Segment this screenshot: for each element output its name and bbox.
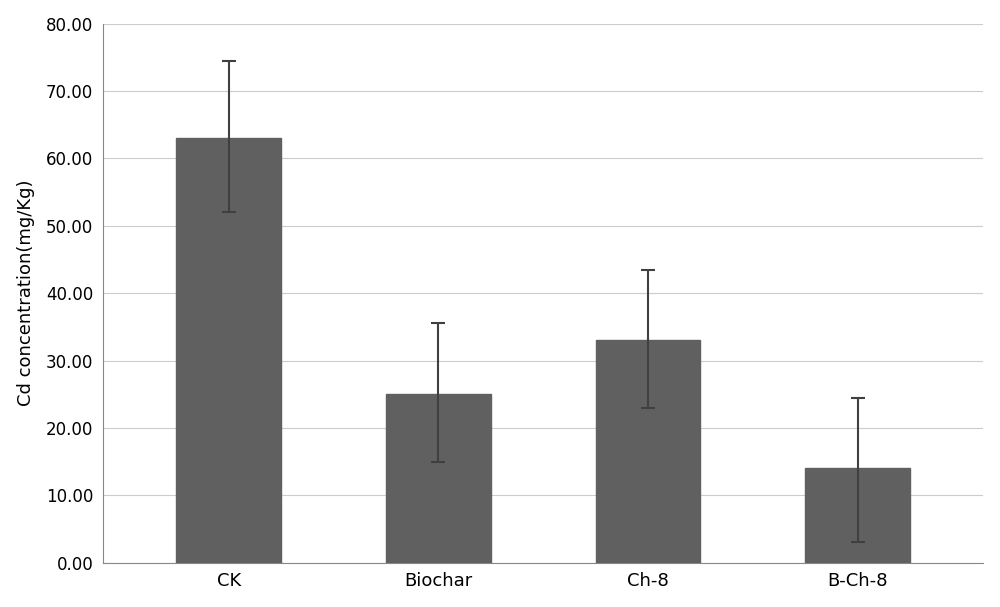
Y-axis label: Cd concentration(mg/Kg): Cd concentration(mg/Kg): [17, 180, 35, 407]
Bar: [805, 468, 910, 563]
Bar: [596, 341, 700, 563]
Bar: [386, 394, 491, 563]
Bar: [176, 138, 281, 563]
